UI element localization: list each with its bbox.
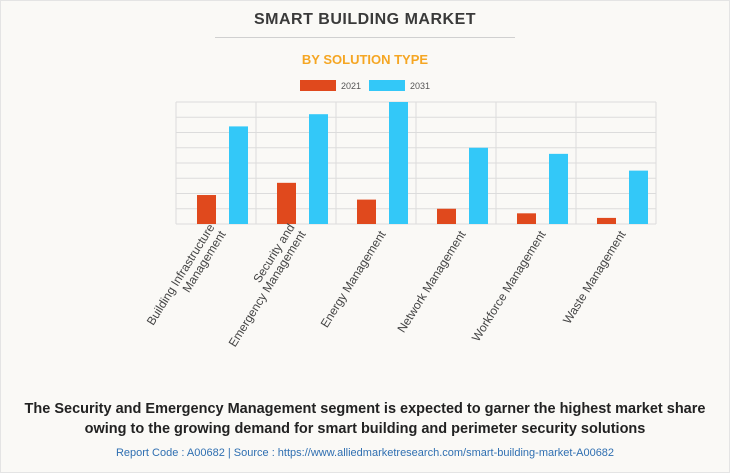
bar-2021-4[interactable]	[437, 208, 456, 224]
x-tick-label: Energy Management	[318, 228, 389, 330]
report-source-link[interactable]: Report Code : A00682 | Source : https://…	[115, 447, 615, 459]
bar-chart: Building InfrastructureManagement Securit…	[144, 101, 657, 350]
legend-label-2031: 2031	[410, 80, 431, 91]
x-tick-label: Waste Management	[560, 228, 629, 327]
legend-swatch-2021	[299, 80, 336, 91]
chart-subtitle: BY SOLUTION TYPE	[301, 52, 429, 67]
bar-2021-3[interactable]	[357, 199, 376, 224]
title-divider	[215, 37, 515, 38]
bar-2021-2[interactable]	[277, 182, 296, 224]
bar-2031-5[interactable]	[549, 153, 568, 224]
legend-item-2031[interactable]: 2031	[369, 80, 430, 91]
legend-item-2021[interactable]: 2021	[299, 80, 361, 91]
legend-label-2021: 2021	[340, 80, 361, 91]
x-tick-label: Building InfrastructureManagement	[144, 221, 229, 335]
summary-text: The Security and Emergency Management se…	[24, 401, 706, 437]
bar-2031-1[interactable]	[229, 126, 248, 224]
legend-swatch-2031	[369, 80, 405, 91]
bar-2021-6[interactable]	[597, 217, 616, 224]
bar-2031-2[interactable]	[309, 114, 328, 224]
chart-title: SMART BUILDING MARKET	[253, 11, 477, 28]
bar-2031-6[interactable]	[629, 170, 648, 224]
x-tick-label: Workforce Management	[469, 228, 549, 344]
bar-2031-4[interactable]	[469, 147, 488, 224]
legend: 2021 2031	[0, 80, 730, 91]
x-tick-label: Network Management	[394, 228, 468, 336]
bar-2031-3[interactable]	[389, 102, 408, 224]
x-tick-label: Security andEmergency Management	[215, 221, 309, 350]
bar-2021-5[interactable]	[517, 213, 536, 224]
bar-2021-1[interactable]	[197, 195, 216, 224]
